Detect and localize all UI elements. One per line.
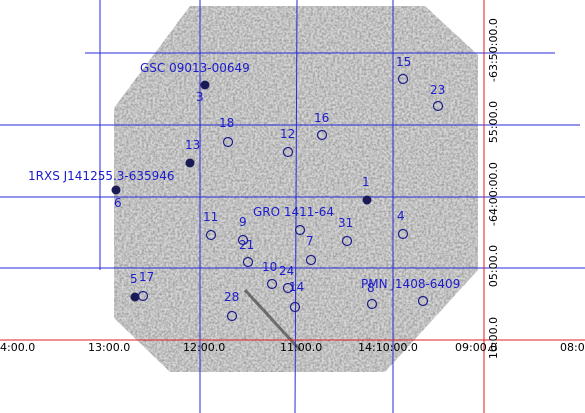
ra-label: 12:00.0 xyxy=(183,341,225,354)
source-label: PMN J1408-6409 xyxy=(361,277,460,291)
dec-label: -64:00:00.0 xyxy=(487,162,500,226)
source-label: 15 xyxy=(396,55,411,69)
source-label: 12 xyxy=(280,127,295,141)
source-marker xyxy=(226,310,238,322)
source-label: 16 xyxy=(314,111,329,125)
dec-label: 05:00.0 xyxy=(487,245,500,287)
source-marker xyxy=(397,228,409,240)
source-label: 28 xyxy=(224,290,239,304)
source-marker xyxy=(282,282,294,294)
source-marker xyxy=(111,185,121,195)
source-label: 17 xyxy=(139,270,154,284)
source-label: GSC 09013-00649 xyxy=(140,61,250,75)
source-marker xyxy=(366,298,378,310)
source-marker xyxy=(305,254,317,266)
source-marker xyxy=(185,158,195,168)
source-marker xyxy=(282,146,294,158)
ra-label: 09:00.0 xyxy=(455,341,497,354)
source-marker xyxy=(432,100,444,112)
source-label: 14 xyxy=(289,280,304,294)
source-label: 8 xyxy=(367,281,375,295)
dec-label: -63:50:00.0 xyxy=(487,18,500,82)
source-marker xyxy=(200,80,210,90)
source-label: 6 xyxy=(114,196,122,210)
source-label: 23 xyxy=(430,83,445,97)
source-marker xyxy=(316,129,328,141)
ra-label: 14:10:00.0 xyxy=(358,341,418,354)
source-label: 21 xyxy=(239,238,254,252)
source-marker xyxy=(266,278,278,290)
source-label: 7 xyxy=(306,234,314,248)
source-marker xyxy=(294,224,306,236)
source-marker xyxy=(237,234,249,246)
source-marker xyxy=(341,235,353,247)
source-label: 11 xyxy=(203,210,218,224)
source-marker xyxy=(397,73,409,85)
source-label: 1 xyxy=(362,175,370,189)
dec-label: 10:00.0 xyxy=(487,317,500,359)
source-label: 18 xyxy=(219,116,234,130)
source-label: 13 xyxy=(185,138,200,152)
source-marker xyxy=(222,136,234,148)
source-label: 24 xyxy=(279,264,294,278)
dec-label: 55:00.0 xyxy=(487,101,500,143)
ra-label: 4:00.0 xyxy=(0,341,35,354)
ra-label: 11:00.0 xyxy=(280,341,322,354)
source-label: 3 xyxy=(196,90,204,104)
source-label: 9 xyxy=(239,215,247,229)
source-marker xyxy=(242,256,254,268)
source-marker xyxy=(289,301,301,313)
source-marker xyxy=(362,195,372,205)
source-label: 4 xyxy=(397,209,405,223)
source-label: 1RXS J141255.3-635946 xyxy=(28,169,175,183)
source-label: GRO 1411-64 xyxy=(253,205,334,219)
ra-label: 13:00.0 xyxy=(88,341,130,354)
source-marker xyxy=(130,292,140,302)
source-label: 10 xyxy=(262,260,277,274)
source-marker xyxy=(205,229,217,241)
source-label: 5 xyxy=(130,272,138,286)
source-label: 31 xyxy=(338,216,353,230)
ra-label: 08:00 xyxy=(560,341,585,354)
source-marker xyxy=(417,295,429,307)
source-marker xyxy=(137,290,149,302)
